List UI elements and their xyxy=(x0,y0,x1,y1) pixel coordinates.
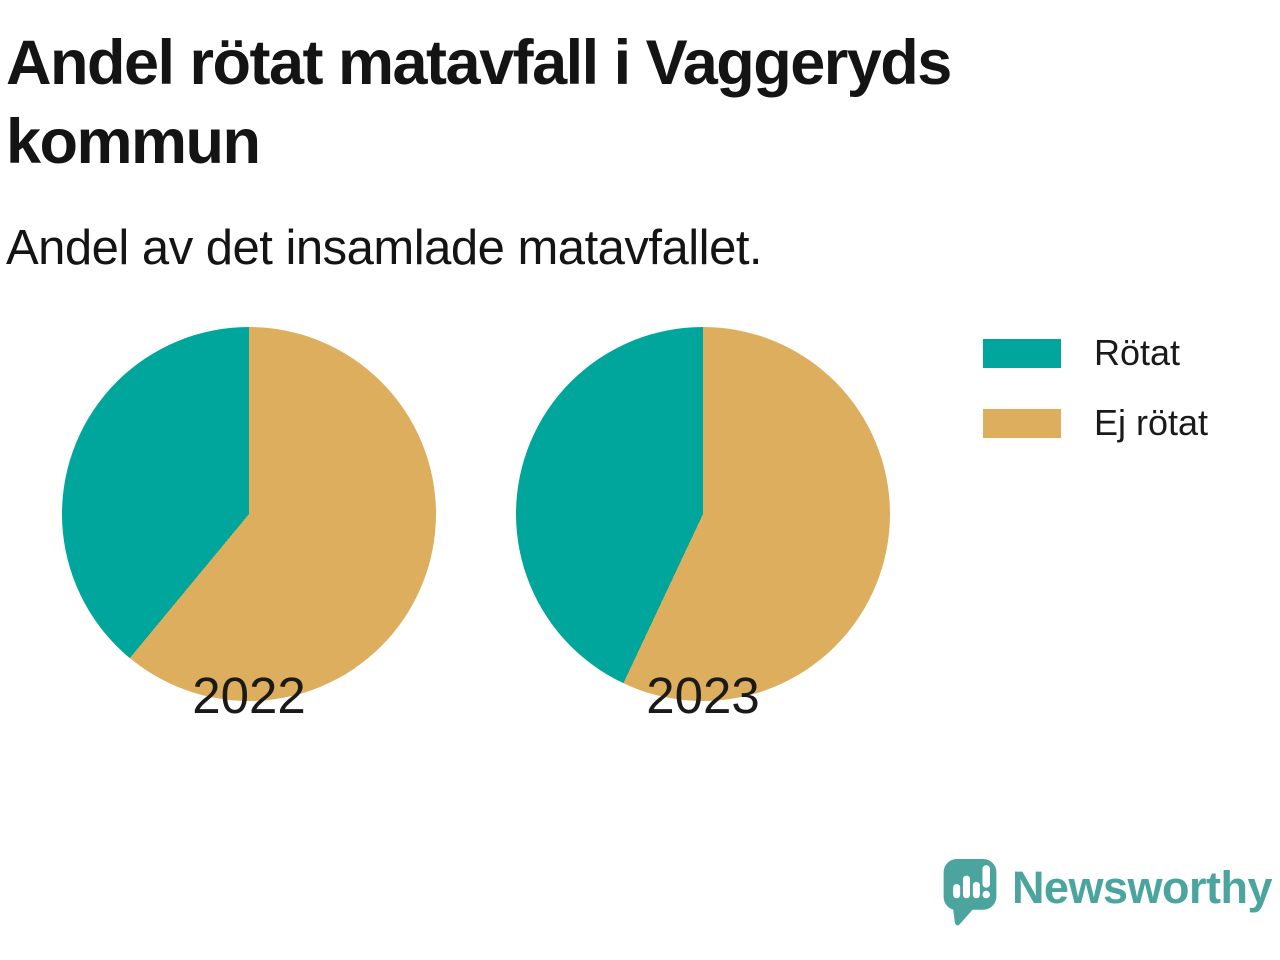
newsworthy-branding: Newsworthy xyxy=(943,859,1273,926)
legend-label-rotat: Rötat xyxy=(1094,332,1181,373)
pie-year-label-2022: 2022 xyxy=(192,667,306,724)
pie-chart-2023 xyxy=(516,327,890,701)
pie-chart-2022 xyxy=(62,327,436,701)
legend-row-rotat: Rötat xyxy=(983,332,1208,374)
chart-subtitle: Andel av det insamlade matavfallet. xyxy=(6,221,763,275)
legend-label-ej-rotat: Ej rötat xyxy=(1094,402,1209,443)
legend-swatch-ej-rotat xyxy=(983,408,1061,438)
pie-year-label-2023: 2023 xyxy=(646,667,760,724)
legend-row-ej-rotat: Ej rötat xyxy=(983,402,1208,444)
newsworthy-logo-icon xyxy=(943,859,997,926)
legend-swatch-rotat xyxy=(983,338,1061,368)
chart-title: Andel rötat matavfall i Vaggeryds kommun xyxy=(6,28,952,177)
legend: Rötat Ej rötat xyxy=(983,332,1208,472)
newsworthy-logo-text: Newsworthy xyxy=(1011,861,1273,913)
